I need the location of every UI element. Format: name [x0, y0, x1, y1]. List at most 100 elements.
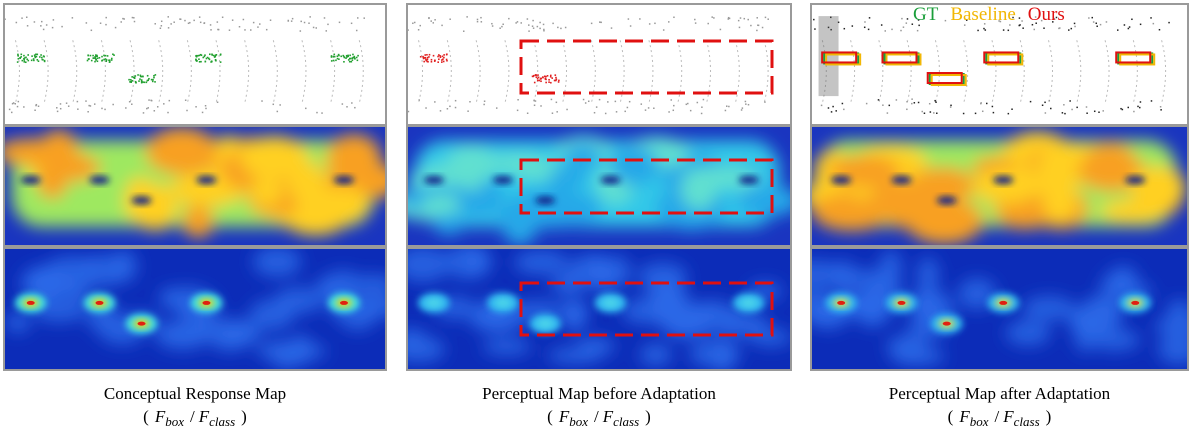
car-point — [446, 59, 448, 62]
hot-spot — [196, 176, 217, 184]
car-point — [209, 53, 211, 56]
point — [167, 27, 170, 29]
heat-blob — [905, 197, 984, 245]
point — [944, 19, 947, 22]
point — [624, 110, 626, 113]
point — [1093, 110, 1096, 113]
point — [483, 103, 485, 106]
point — [114, 26, 117, 29]
point — [221, 16, 224, 19]
symbol: F — [198, 407, 210, 426]
point — [814, 28, 816, 30]
point — [1116, 29, 1119, 31]
point — [526, 112, 529, 114]
point — [167, 111, 169, 114]
car-point — [95, 58, 98, 61]
heat-blob — [487, 153, 548, 174]
car-point — [441, 59, 443, 61]
car-point — [332, 59, 335, 62]
point — [154, 23, 156, 25]
point — [160, 25, 163, 27]
heat-blob — [290, 162, 327, 210]
point — [542, 23, 545, 26]
point — [905, 22, 908, 24]
point — [902, 26, 905, 28]
car-point — [204, 54, 206, 56]
point — [738, 26, 741, 29]
heat-blob — [1088, 329, 1141, 352]
point — [830, 28, 832, 31]
car-point — [204, 60, 207, 63]
hot-spot-peak — [339, 300, 348, 305]
scan-arc — [734, 40, 740, 104]
car-point — [353, 57, 356, 60]
car-point — [26, 58, 29, 61]
point — [287, 19, 290, 22]
car-point — [549, 75, 552, 78]
car-point — [23, 61, 26, 63]
highlight-box — [519, 158, 774, 215]
scan-arc — [1076, 40, 1082, 104]
point — [843, 108, 845, 111]
separator: / — [190, 407, 195, 426]
point — [615, 111, 618, 113]
point — [76, 100, 79, 103]
car-point — [135, 81, 137, 84]
hot-spot — [535, 196, 556, 205]
point — [901, 17, 903, 20]
point — [16, 105, 19, 108]
car-point — [443, 56, 445, 59]
point — [1092, 21, 1095, 23]
car-point — [336, 55, 339, 58]
point — [550, 98, 553, 101]
point — [604, 112, 607, 115]
heat-blob — [482, 338, 532, 356]
point — [1085, 106, 1088, 108]
heat-blob — [858, 304, 887, 328]
point — [483, 100, 486, 102]
scan-arc — [677, 40, 683, 104]
point — [673, 104, 675, 107]
car-point — [430, 58, 433, 61]
box — [987, 53, 1024, 66]
car-point — [154, 81, 156, 83]
point — [125, 107, 127, 109]
car-point — [442, 60, 445, 63]
point — [250, 29, 252, 31]
point — [205, 107, 207, 110]
point — [1068, 29, 1070, 31]
point — [913, 102, 916, 104]
car-point — [110, 59, 113, 61]
car-point — [430, 60, 433, 63]
car-point — [17, 54, 19, 57]
point — [101, 107, 103, 110]
car-point — [551, 77, 554, 79]
point-cloud — [811, 4, 1188, 125]
heat-blob — [457, 193, 497, 216]
car-point — [39, 56, 41, 58]
point — [627, 18, 630, 20]
point — [89, 105, 92, 107]
point — [719, 28, 722, 31]
point — [756, 29, 758, 32]
point — [1040, 19, 1043, 22]
scan-arc — [475, 40, 481, 104]
car-point — [550, 81, 552, 84]
caption: Conceptual Response Map — [104, 384, 286, 403]
car-point — [426, 60, 428, 63]
point — [1099, 23, 1102, 26]
car-point — [34, 56, 37, 59]
box — [881, 51, 918, 64]
subscript: box — [569, 414, 588, 429]
heat-blob — [513, 250, 569, 275]
heat-blob — [239, 136, 309, 180]
point — [441, 24, 443, 27]
point — [886, 112, 889, 114]
point — [1121, 108, 1124, 111]
point — [764, 101, 766, 103]
heat-blob — [657, 285, 683, 309]
car-point — [428, 56, 430, 58]
car-point — [353, 55, 356, 58]
car-point — [25, 56, 27, 59]
point — [1069, 100, 1071, 102]
